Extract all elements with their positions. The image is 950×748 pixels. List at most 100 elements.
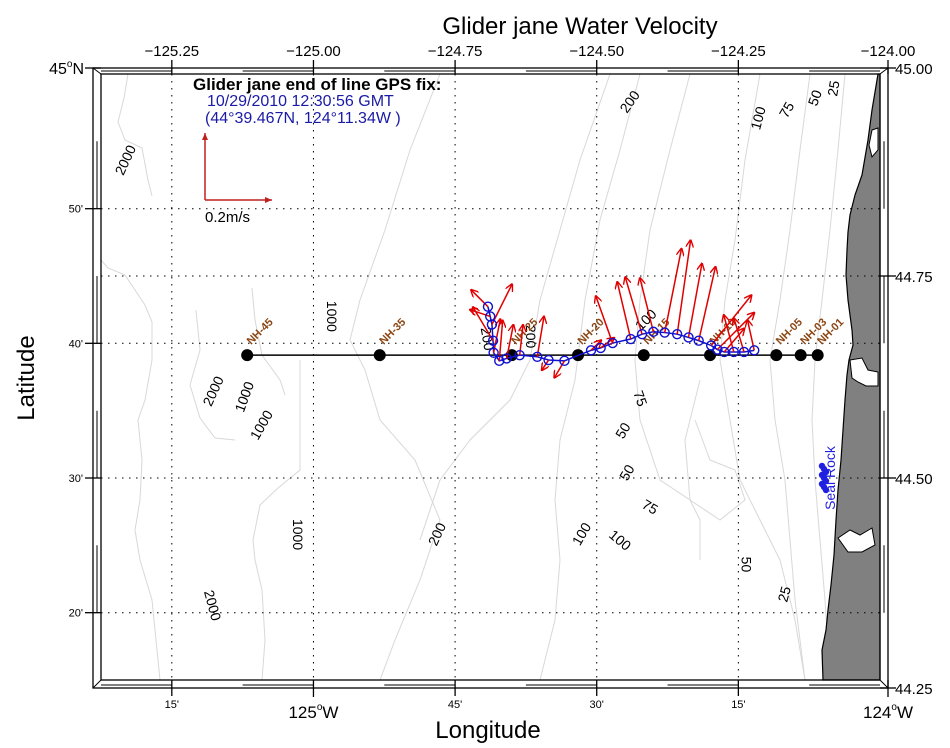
- velocity-vector: [687, 264, 702, 338]
- gps-fix-position: (44°39.467N, 124°11.34W ): [205, 110, 401, 127]
- contour-label: 200: [523, 325, 539, 349]
- velocity-vector: [505, 325, 514, 359]
- place-labels: Seal Rock: [818, 445, 838, 510]
- track-point: [671, 328, 683, 340]
- velocity-vector: [697, 267, 716, 341]
- track-point: [712, 344, 723, 355]
- right-tick-label: 44.25: [895, 681, 933, 698]
- top-tick-label: −125.00: [286, 43, 341, 60]
- alsea-bay: [837, 527, 876, 553]
- graticule: [101, 74, 880, 680]
- left-tick-label: 40': [69, 338, 83, 350]
- bottom-tick-label: 15': [731, 699, 745, 711]
- track-point: [648, 326, 659, 337]
- velocity-vector: [640, 278, 655, 332]
- station-marker: [637, 349, 650, 362]
- right-tick-label: 44.75: [895, 269, 933, 286]
- velocity-vector: [710, 295, 751, 346]
- top-tick-label: −125.25: [144, 43, 199, 60]
- glider-track: [470, 240, 760, 378]
- station-marker: [794, 349, 807, 362]
- track-point: [749, 345, 760, 356]
- contour-label: 100: [747, 105, 769, 132]
- track-point: [559, 355, 570, 367]
- track-point: [595, 342, 606, 354]
- track-point: [501, 353, 512, 364]
- station-marker: [811, 349, 824, 362]
- map-title: Glider jane Water Velocity: [442, 13, 717, 40]
- track-point: [482, 301, 494, 312]
- contour-label: 2000: [201, 588, 225, 622]
- velocity-vector: [471, 290, 489, 308]
- velocity-scale: 0.2m/s: [202, 133, 272, 226]
- velocity-vector: [536, 317, 544, 357]
- track-point: [532, 351, 543, 362]
- velocity-vector: [473, 307, 494, 342]
- plot-area: [101, 74, 880, 680]
- velocity-vector: [542, 359, 550, 370]
- top-tick-label: −124.00: [861, 43, 916, 60]
- bottom-tick-label: 15': [165, 699, 179, 711]
- left-major-tick-label: 45oN: [49, 59, 84, 78]
- track-point: [494, 355, 505, 367]
- place-marker-dot: [822, 486, 830, 494]
- track-point: [738, 346, 750, 358]
- track-point: [607, 337, 618, 349]
- track-point: [514, 349, 525, 361]
- left-tick-label: 20': [69, 608, 83, 620]
- place-label: Seal Rock: [822, 445, 838, 510]
- velocity-vector: [734, 318, 745, 353]
- right-tick-label: 45.00: [895, 61, 933, 78]
- contour-label: 75: [630, 388, 650, 408]
- velocity-vector: [625, 277, 643, 335]
- left-tick-label: 30': [69, 473, 83, 485]
- contour-label: 1000: [324, 301, 340, 332]
- yaquina-bay: [849, 357, 879, 387]
- track-point: [625, 333, 636, 345]
- track-point: [585, 345, 597, 356]
- contour-label: 75: [776, 99, 798, 121]
- contour-label: 50: [738, 557, 754, 573]
- velocity-vector: [554, 360, 566, 378]
- velocity-vector: [663, 249, 682, 333]
- gps-fix-datetime: 10/29/2010 12:30:56 GMT: [207, 93, 394, 110]
- track-point: [486, 319, 498, 330]
- siletz-bay: [868, 127, 879, 159]
- x-axis-label: Longitude: [435, 717, 540, 744]
- y-axis-label: Latitude: [13, 335, 40, 420]
- gps-fix-heading: Glider jane end of line GPS fix:: [193, 75, 441, 94]
- track-point: [636, 328, 648, 340]
- contour-label: 1000: [290, 519, 306, 550]
- velocity-vector: [617, 282, 632, 340]
- contour-label: 50: [805, 88, 825, 108]
- scale-label: 0.2m/s: [205, 209, 250, 226]
- track-point: [543, 354, 554, 366]
- axis-ticks: −125.25 −125.00 −124.75 −124.50 −124.25 −124.…: [49, 43, 932, 722]
- bottom-major-tick-label: 125oW: [288, 702, 338, 722]
- frame-checker-bars: [96, 70, 885, 686]
- contour-label: 25: [774, 584, 794, 603]
- right-tick-label: 44.50: [895, 471, 933, 488]
- velocity-vector: [676, 240, 690, 335]
- velocity-vector: [596, 296, 614, 344]
- bottom-major-tick-label: 124oW: [863, 702, 913, 722]
- contour-label: 25: [824, 79, 842, 97]
- map-frame: [92, 67, 889, 689]
- land-mass: [821, 73, 881, 681]
- track-point: [487, 335, 499, 346]
- station-marker: [241, 349, 254, 362]
- velocity-vector: [499, 321, 502, 361]
- bottom-tick-label: 45': [448, 699, 462, 711]
- station-marker: [373, 349, 386, 362]
- contour-label: 50: [612, 420, 634, 442]
- contour-label: 50: [616, 462, 638, 484]
- track-point: [659, 327, 670, 338]
- track-point: [488, 347, 499, 358]
- velocity-vector: [590, 340, 601, 351]
- track-point: [683, 332, 694, 343]
- left-tick-label: 50': [69, 204, 83, 216]
- contour-label: 75: [639, 496, 661, 518]
- station-marker: [770, 349, 783, 362]
- top-tick-label: −124.25: [711, 43, 766, 60]
